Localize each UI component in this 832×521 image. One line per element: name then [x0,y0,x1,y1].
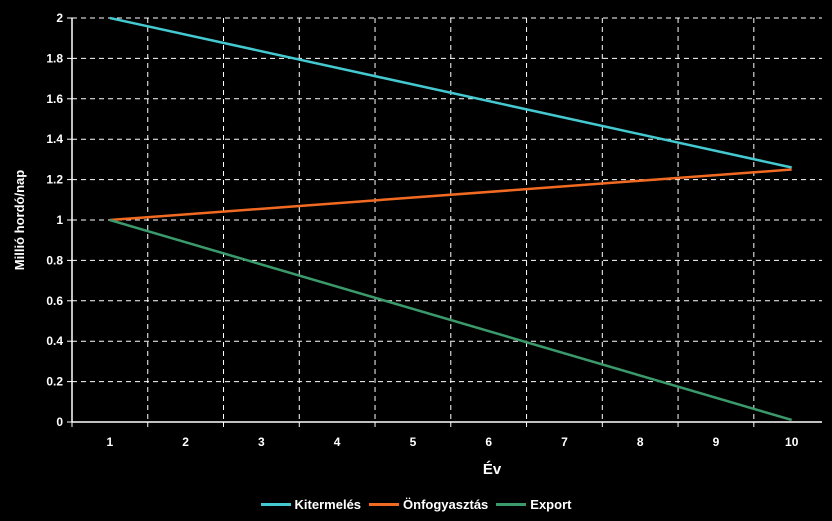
y-tick-label: 0.2 [46,375,63,389]
legend-item-onfogyasztas: Önfogyasztás [369,497,488,512]
series-line-2 [109,218,793,422]
y-axis-title: Millió hordó/nap [12,170,27,270]
y-tick-label: 2 [56,11,63,25]
line-chart: 0 0.2 0.4 0.6 0.8 1 1.2 1.4 1.6 1.8 2 1 2 3 4 5 6 7 8 9 10 Év… [12,11,822,478]
y-tick-label: 0.4 [46,334,63,348]
x-tick-label: 10 [785,435,799,449]
legend-swatch-kitermeles [260,503,291,506]
legend: Kitermelés Önfogyasztás Export [0,497,832,512]
legend-swatch-onfogyasztas [369,503,400,506]
legend-label-onfogyasztas: Önfogyasztás [403,497,489,512]
series-line-1 [109,168,792,222]
y-tick-label: 0 [56,415,63,429]
x-tick-label: 5 [410,435,417,449]
y-tick-label: 1.8 [46,51,63,65]
y-tick-label: 1.6 [46,92,63,106]
legend-item-kitermeles: Kitermelés [260,497,362,512]
x-tick-label: 6 [485,435,492,449]
x-tick-label: 4 [334,435,341,449]
y-tick-label: 1.4 [46,132,63,146]
x-tick-label: 8 [637,435,644,449]
x-tick-label: 9 [713,435,720,449]
legend-label-export: Export [530,497,572,512]
legend-swatch-export [496,503,527,506]
legend-item-export: Export [496,497,571,512]
x-tick-label: 7 [561,435,568,449]
y-tick-label: 1 [56,213,63,227]
x-tick-label: 1 [107,435,114,449]
x-tick-label: 2 [182,435,189,449]
y-tick-label: 0.8 [46,253,63,267]
y-tick-label: 0.6 [46,294,63,308]
legend-label-kitermeles: Kitermelés [294,497,362,512]
series-line-0 [109,16,792,169]
x-tick-label: 3 [258,435,265,449]
y-tick-label: 1.2 [46,173,63,187]
x-axis-title: Év [483,461,502,478]
